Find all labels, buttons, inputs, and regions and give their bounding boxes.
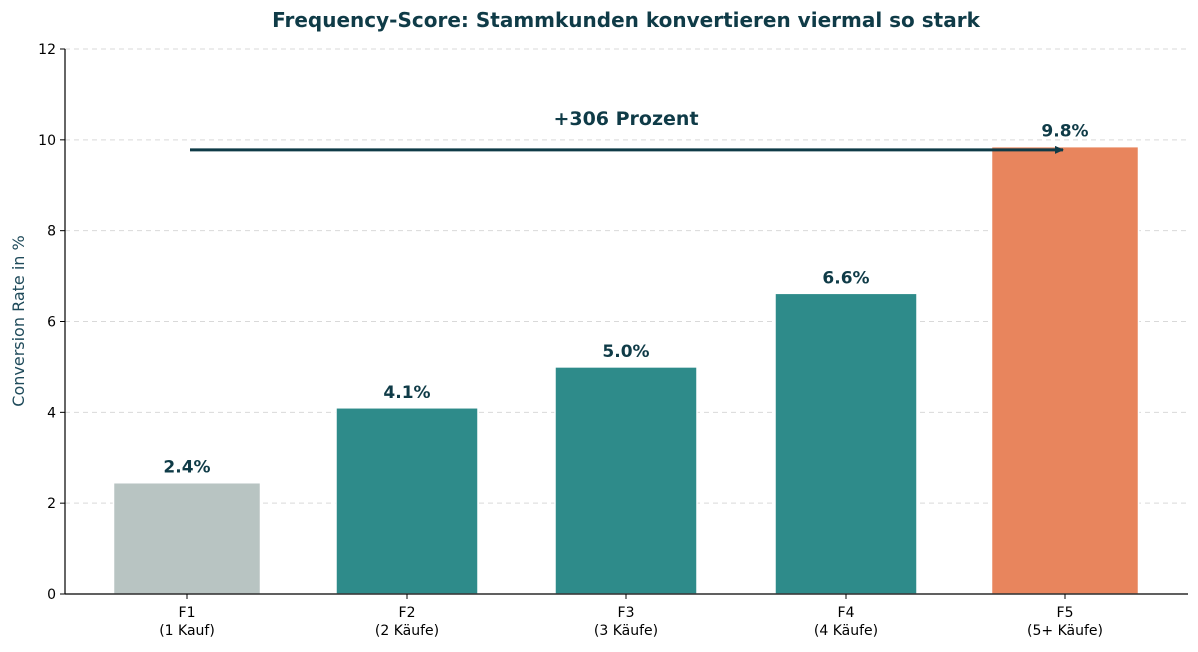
- bar-value-label: 9.8%: [1041, 122, 1088, 142]
- y-axis-label: Conversion Rate in %: [9, 235, 28, 406]
- x-tick-sublabel: (4 Käufe): [814, 623, 878, 639]
- y-tick-label: 2: [47, 496, 56, 512]
- bar-value-label: 4.1%: [383, 383, 430, 403]
- bar-f2: [335, 407, 479, 595]
- chart-title: Frequency-Score: Stammkunden konvertiere…: [272, 8, 980, 32]
- labels-layer: 2.4% 4.1% 5.0% 6.6% 9.8%: [163, 122, 1088, 478]
- y-tick-label: 0: [47, 587, 56, 603]
- x-tick-label: F5: [1057, 605, 1074, 621]
- axes-layer: 0 2 4 6 8 10 12 F1 (1 Kauf) F2 (2 Käufe) F3 (3 Käufe…: [38, 42, 1188, 639]
- x-tick-sublabel: (3 Käufe): [594, 623, 658, 639]
- bar-f1: [112, 481, 262, 595]
- x-tick-label: F3: [618, 605, 635, 621]
- bars-layer: [112, 145, 1140, 595]
- bar-value-label: 2.4%: [163, 458, 210, 478]
- x-tick-label: F1: [179, 605, 196, 621]
- y-tick-label: 12: [38, 42, 56, 58]
- y-tick-label: 6: [47, 315, 56, 331]
- bar-value-label: 5.0%: [602, 342, 649, 362]
- annotation-layer: +306 Prozent: [190, 108, 1064, 154]
- increase-annotation: +306 Prozent: [553, 108, 698, 130]
- bar-value-label: 6.6%: [822, 268, 869, 288]
- x-tick-sublabel: (2 Käufe): [375, 623, 439, 639]
- y-tick-label: 8: [47, 224, 56, 240]
- bar-f4: [774, 292, 918, 595]
- y-tick-label: 10: [38, 133, 56, 149]
- bar-f5: [990, 145, 1140, 595]
- y-tick-label: 4: [47, 405, 56, 421]
- bar-f3: [554, 366, 698, 595]
- x-tick-sublabel: (1 Kauf): [159, 623, 215, 639]
- x-tick-label: F2: [399, 605, 416, 621]
- x-tick-sublabel: (5+ Käufe): [1027, 623, 1103, 639]
- x-tick-label: F4: [838, 605, 855, 621]
